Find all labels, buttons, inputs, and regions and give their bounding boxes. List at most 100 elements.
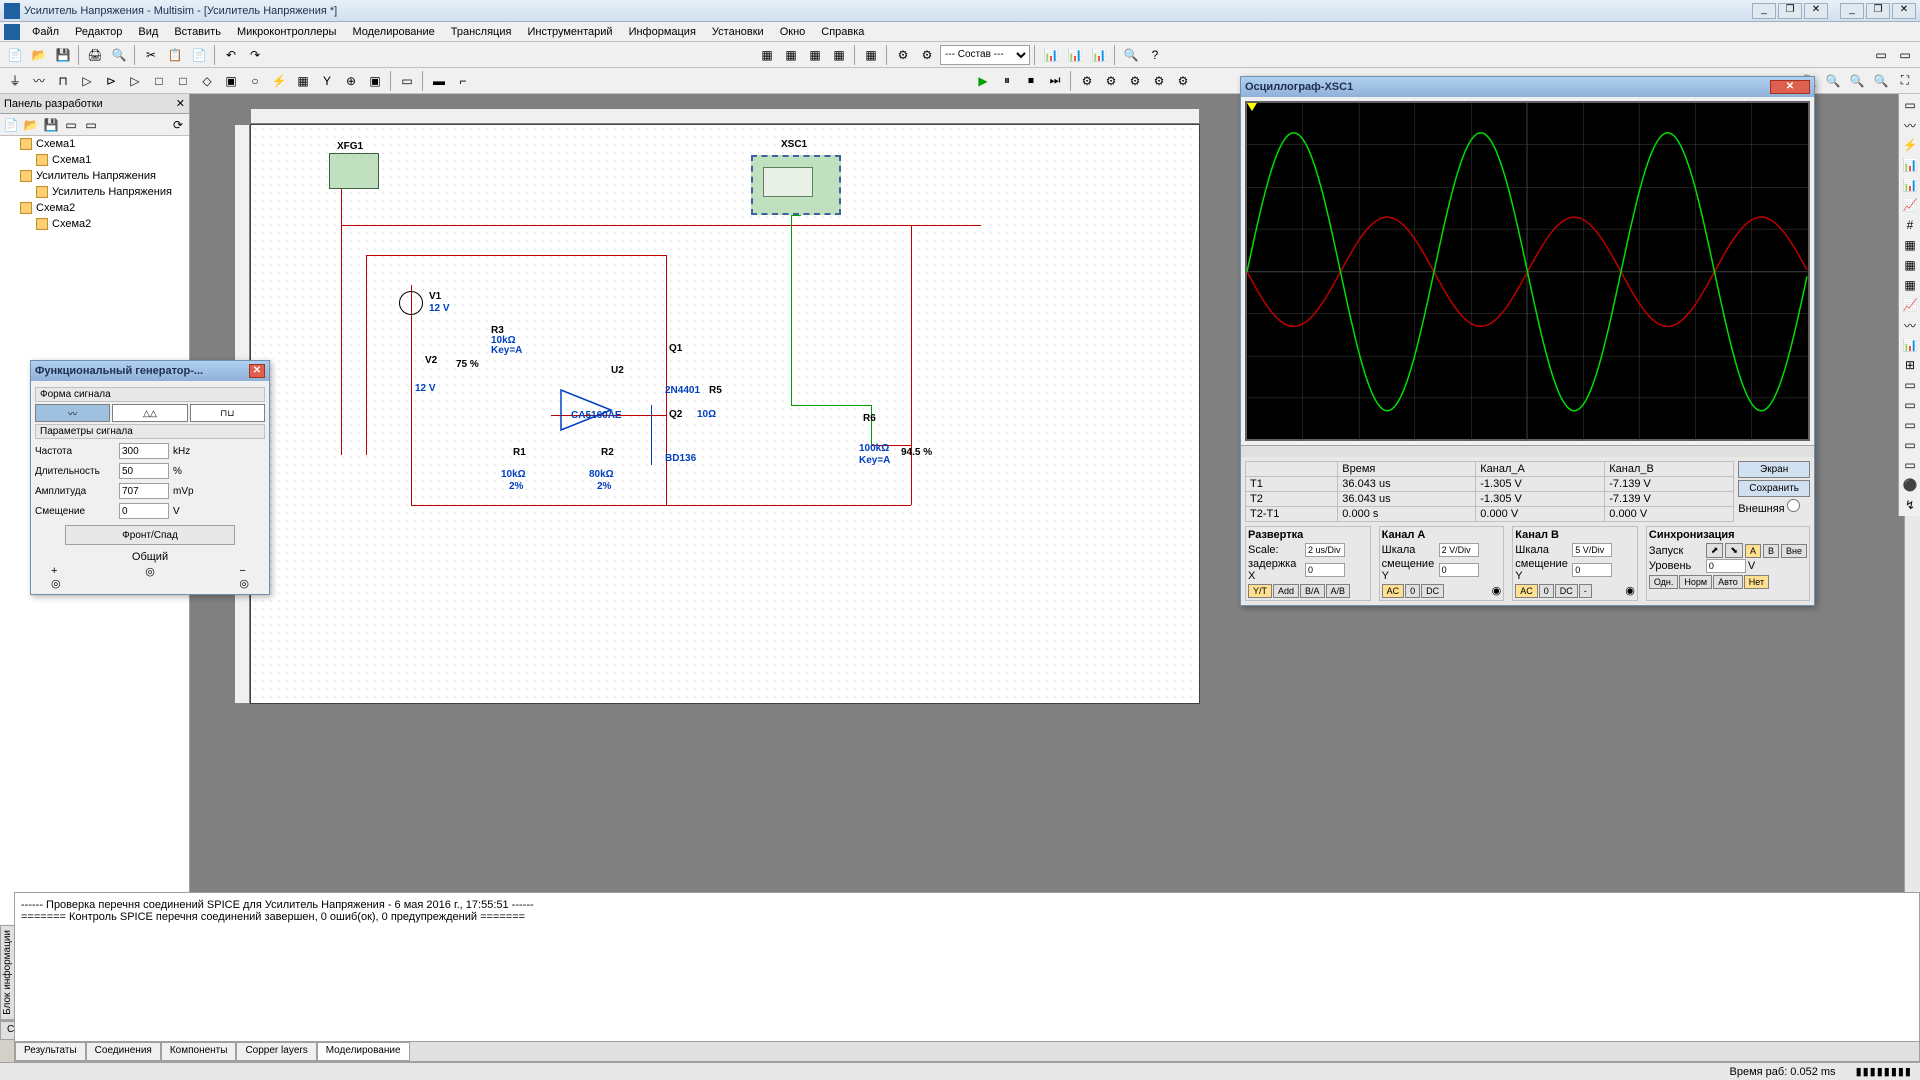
scope-trig-rise-button[interactable]: ⬈ (1706, 543, 1724, 558)
menu-tools[interactable]: Инструментарий (519, 24, 620, 40)
close-button[interactable]: ✕ (1804, 3, 1828, 19)
inst-net-icon[interactable]: ⊞ (1901, 356, 1919, 374)
inst-scope-icon[interactable]: 📊 (1901, 156, 1919, 174)
tree-item-schema1[interactable]: Схема1 (0, 136, 189, 152)
inst-dist-icon[interactable]: 〰 (1901, 316, 1919, 334)
sim4-button[interactable]: ⚙ (1148, 70, 1170, 92)
ground-icon[interactable]: ⏚ (4, 70, 26, 92)
tab-copper[interactable]: Copper layers (236, 1042, 316, 1061)
scope-trig-a-button[interactable]: A (1745, 544, 1761, 558)
inst-iv-icon[interactable]: 📈 (1901, 296, 1919, 314)
menu-info[interactable]: Информация (621, 24, 704, 40)
scope-cha-scale-input[interactable] (1439, 543, 1479, 557)
scope-screen[interactable] (1245, 101, 1810, 441)
inst-agi3-icon[interactable]: ▭ (1901, 416, 1919, 434)
fg-amp-input[interactable] (119, 483, 169, 499)
menu-window[interactable]: Окно (772, 24, 814, 40)
view2-button[interactable]: ▭ (1894, 44, 1916, 66)
tab-connections[interactable]: Соединения (86, 1042, 161, 1061)
menu-help[interactable]: Справка (813, 24, 872, 40)
component-combo[interactable]: --- Состав --- (940, 45, 1030, 65)
panel-save-button[interactable]: 💾 (42, 116, 60, 134)
scope-ba-button[interactable]: B/A (1300, 584, 1325, 598)
menu-sim[interactable]: Моделирование (344, 24, 442, 40)
panel-close-icon[interactable]: ✕ (176, 97, 185, 110)
fullscreen-button[interactable]: ⛶ (1894, 70, 1916, 92)
print-button[interactable]: 🖨 (84, 44, 106, 66)
fg-freq-input[interactable] (119, 443, 169, 459)
step-button[interactable]: ⏭ (1044, 70, 1066, 92)
power-icon[interactable]: ⚡ (268, 70, 290, 92)
bus-icon[interactable]: ▬ (428, 70, 450, 92)
fg-front-button[interactable]: Фронт/Спад (65, 525, 235, 545)
misc2-icon[interactable]: ▦ (292, 70, 314, 92)
scope-yt-button[interactable]: Y/T (1248, 584, 1272, 598)
tree-item-schema2[interactable]: Схема2 (0, 200, 189, 216)
panel-btn5[interactable]: ▭ (82, 116, 100, 134)
scope-scale-input[interactable] (1305, 543, 1345, 557)
scope-trig-ext-button[interactable]: Вне (1781, 544, 1807, 558)
mdi-minimize-button[interactable]: _ (1840, 3, 1864, 19)
comp1-button[interactable]: ▦ (756, 44, 778, 66)
menu-options[interactable]: Установки (704, 24, 772, 40)
preview-button[interactable]: 🔍 (108, 44, 130, 66)
scope-chb-inv-button[interactable]: - (1579, 584, 1592, 598)
run-button[interactable]: ▶ (972, 70, 994, 92)
view1-button[interactable]: ▭ (1870, 44, 1892, 66)
undo-button[interactable]: ↶ (220, 44, 242, 66)
new-button[interactable]: 📄 (4, 44, 26, 66)
inst-probe-icon[interactable]: ⚫ (1901, 476, 1919, 494)
open-button[interactable]: 📂 (28, 44, 50, 66)
tree-item-amp-child[interactable]: Усилитель Напряжения (0, 184, 189, 200)
inst-agi2-icon[interactable]: ▭ (1901, 396, 1919, 414)
zoom-area-button[interactable]: 🔍 (1846, 70, 1868, 92)
diode-icon[interactable]: ▷ (76, 70, 98, 92)
redo-button[interactable]: ↷ (244, 44, 266, 66)
scope-cha-dc-button[interactable]: DC (1421, 584, 1444, 598)
scope-close-button[interactable]: ✕ (1770, 80, 1810, 94)
mdi-restore-button[interactable]: ❐ (1866, 3, 1890, 19)
restore-button[interactable]: ❐ (1778, 3, 1802, 19)
fg-sine-button[interactable]: 〰 (35, 404, 110, 422)
rf-icon[interactable]: Y (316, 70, 338, 92)
source-v1[interactable] (399, 291, 423, 315)
scope-chb-dc-button[interactable]: DC (1555, 584, 1578, 598)
sim3-button[interactable]: ⚙ (1124, 70, 1146, 92)
source-v2[interactable] (401, 355, 421, 375)
fg-square-button[interactable]: ⊓⊔ (190, 404, 265, 422)
scope-level-input[interactable] (1706, 559, 1746, 573)
analog-icon[interactable]: ▷ (124, 70, 146, 92)
menu-mcu[interactable]: Микроконтроллеры (229, 24, 345, 40)
ttl-icon[interactable]: □ (148, 70, 170, 92)
scope-cha-off-input[interactable] (1439, 563, 1479, 577)
comp7-button[interactable]: ⚙ (916, 44, 938, 66)
scope-single-button[interactable]: Одн. (1649, 575, 1679, 589)
scope-chb-off-input[interactable] (1572, 563, 1612, 577)
inst-current-icon[interactable]: ↯ (1901, 496, 1919, 514)
pause-button[interactable]: ⏸ (996, 70, 1018, 92)
tree-item-amp[interactable]: Усилитель Напряжения (0, 168, 189, 184)
resistor-icon[interactable]: ⊓ (52, 70, 74, 92)
minimize-button[interactable]: _ (1752, 3, 1776, 19)
scope-cha-0-button[interactable]: 0 (1405, 584, 1420, 598)
scope-ext-radio[interactable] (1787, 499, 1800, 512)
menu-edit[interactable]: Редактор (67, 24, 130, 40)
instrument-xfg1[interactable] (329, 153, 379, 189)
mdi-close-button[interactable]: ✕ (1892, 3, 1916, 19)
help-button[interactable]: ? (1144, 44, 1166, 66)
scope-none-button[interactable]: Нет (1744, 575, 1769, 589)
analysis1-button[interactable]: 📊 (1040, 44, 1062, 66)
tab-modeling[interactable]: Моделирование (317, 1042, 410, 1061)
scope-cha-ac-button[interactable]: AC (1382, 584, 1405, 598)
scope-chb-ac-button[interactable]: AC (1515, 584, 1538, 598)
menu-view[interactable]: Вид (130, 24, 166, 40)
inst-la-icon[interactable]: ▦ (1901, 276, 1919, 294)
comp6-button[interactable]: ⚙ (892, 44, 914, 66)
comp3-button[interactable]: ▦ (804, 44, 826, 66)
inst-agi1-icon[interactable]: ▭ (1901, 376, 1919, 394)
inst-logic-icon[interactable]: ▦ (1901, 256, 1919, 274)
inst-wattmeter-icon[interactable]: ⚡ (1901, 136, 1919, 154)
panel-btn4[interactable]: ▭ (62, 116, 80, 134)
inst-lv-icon[interactable]: ▭ (1901, 456, 1919, 474)
em-icon[interactable]: ⊕ (340, 70, 362, 92)
